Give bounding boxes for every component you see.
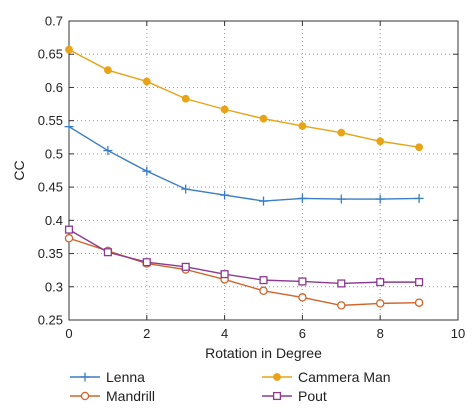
- y-tick-label: 0.65: [38, 47, 63, 62]
- y-tick-label: 0.6: [45, 80, 63, 95]
- x-tick-label: 8: [377, 326, 384, 341]
- data-point: [259, 114, 268, 123]
- data-point: [181, 184, 191, 194]
- y-tick-label: 0.45: [38, 180, 63, 195]
- series-line: [68, 237, 420, 307]
- data-point: [181, 262, 190, 271]
- data-point: [65, 45, 73, 54]
- data-point: [103, 248, 112, 257]
- data-point: [104, 66, 112, 75]
- data-point: [415, 143, 424, 152]
- y-axis-label: CC: [11, 160, 27, 180]
- series-mandrill: [64, 234, 424, 310]
- data-point: [376, 278, 385, 287]
- data-point: [414, 298, 424, 307]
- data-point: [142, 166, 152, 176]
- data-point: [220, 190, 230, 200]
- series-line: [68, 229, 420, 285]
- legend-label: Lenna: [106, 369, 145, 385]
- data-point: [298, 277, 307, 286]
- data-point: [142, 77, 151, 86]
- series-lenna: [64, 122, 424, 206]
- legend-marker: [80, 391, 90, 401]
- data-point: [298, 122, 307, 130]
- legend-marker: [272, 391, 282, 401]
- data-point: [337, 279, 346, 288]
- data-point: [181, 94, 190, 103]
- data-point: [415, 278, 424, 287]
- series-line: [68, 48, 420, 148]
- x-tick-label: 0: [65, 326, 72, 341]
- legend-label: Pout: [298, 388, 327, 404]
- data-point: [259, 286, 268, 296]
- data-point: [297, 193, 307, 203]
- data-point: [375, 299, 385, 308]
- legend-label: Cammera Man: [298, 369, 391, 385]
- axis-ticks: 0 2 4 6 8 10 0.25 0.3 0.35 0.4 0.45 0.5 0.55 0.6 0.65 0…: [38, 14, 466, 342]
- series-cammera-man: [65, 45, 424, 152]
- data-point: [375, 194, 385, 204]
- x-tick-label: 10: [451, 326, 465, 341]
- data-point: [337, 128, 346, 137]
- x-tick-label: 6: [299, 326, 306, 341]
- y-tick-label: 0.7: [45, 14, 63, 29]
- legend-label: Mandrill: [106, 388, 155, 404]
- data-point: [337, 301, 346, 310]
- data-point: [259, 276, 268, 285]
- y-tick-label: 0.25: [38, 313, 63, 328]
- plot-frame: [68, 20, 459, 321]
- legend-item-lenna: Lenna: [70, 369, 145, 385]
- x-tick-label: 4: [221, 326, 228, 341]
- grid-lines: [69, 21, 458, 320]
- data-point: [220, 105, 229, 114]
- data-point: [336, 194, 346, 204]
- series-layer: [64, 45, 424, 310]
- legend: Lenna Cammera Man Mandrill Pout: [70, 369, 391, 404]
- data-point: [376, 137, 385, 146]
- series-pout: [64, 225, 424, 288]
- y-tick-label: 0.5: [45, 146, 63, 161]
- data-point: [259, 196, 268, 206]
- data-point: [103, 146, 113, 156]
- legend-marker: [80, 372, 90, 382]
- y-tick-label: 0.35: [38, 246, 63, 261]
- data-point: [414, 193, 424, 203]
- legend-item-pout: Pout: [262, 388, 327, 404]
- data-point: [220, 270, 229, 279]
- legend-item-cammera-man: Cammera Man: [262, 369, 391, 385]
- y-tick-label: 0.4: [45, 213, 63, 228]
- data-point: [142, 258, 151, 267]
- legend-item-mandrill: Mandrill: [70, 388, 155, 404]
- data-point: [64, 122, 74, 132]
- data-point: [64, 225, 74, 234]
- data-point: [64, 234, 74, 243]
- y-tick-label: 0.55: [38, 113, 63, 128]
- data-point: [298, 293, 307, 302]
- series-line: [68, 126, 420, 202]
- x-axis-label: Rotation in Degree: [205, 345, 322, 361]
- x-tick-label: 2: [143, 326, 150, 341]
- y-tick-label: 0.3: [45, 279, 63, 294]
- legend-marker: [273, 373, 281, 381]
